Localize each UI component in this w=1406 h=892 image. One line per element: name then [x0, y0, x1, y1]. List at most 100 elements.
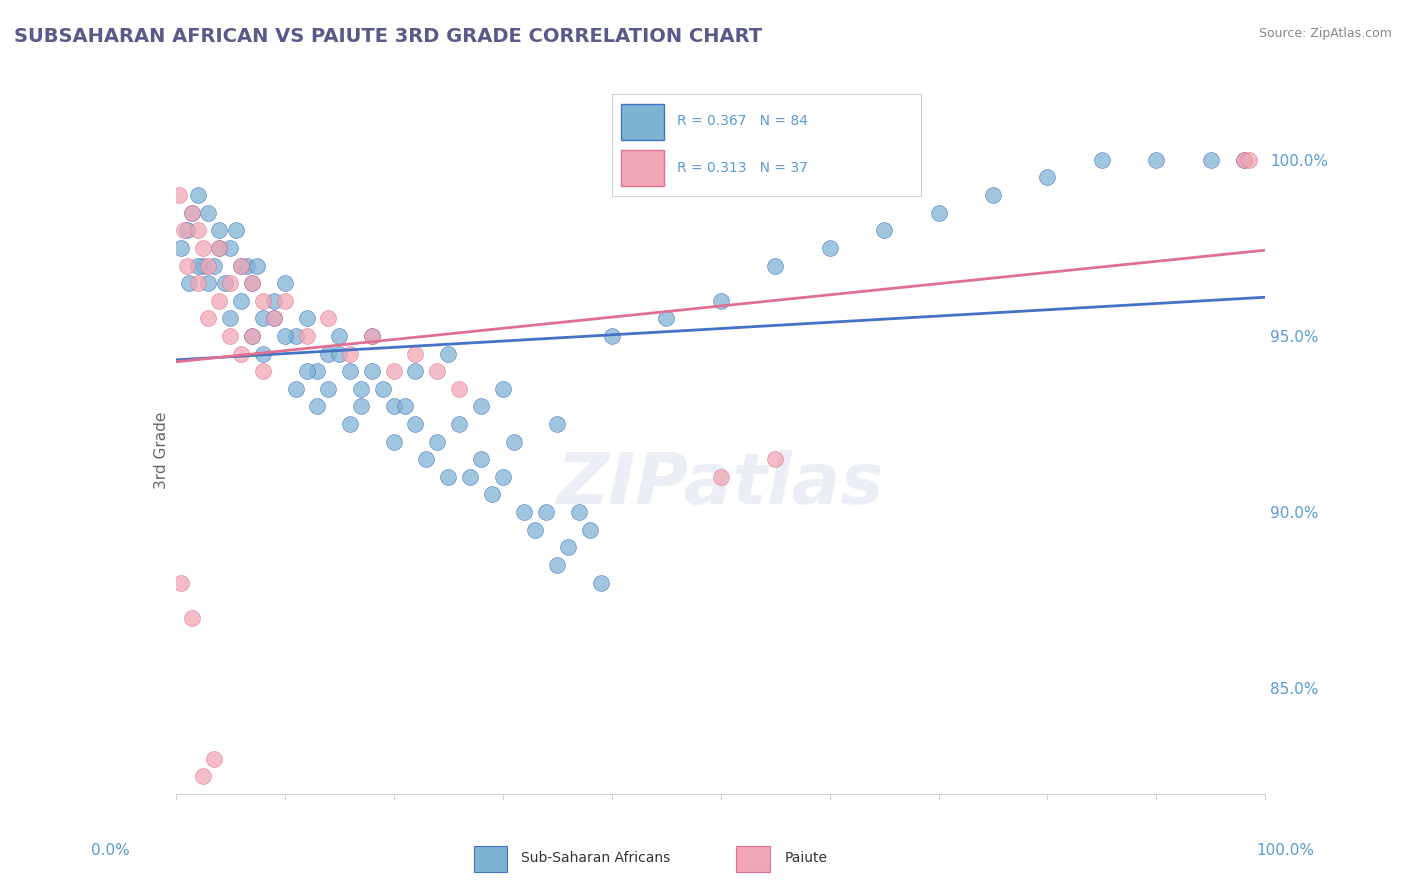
Point — [173, 223, 195, 237]
Point — [240, 329, 263, 343]
Point — [219, 276, 242, 290]
Point — [350, 382, 373, 396]
Point — [274, 329, 297, 343]
Point — [274, 293, 297, 308]
Text: Source: ZipAtlas.com: Source: ZipAtlas.com — [1258, 27, 1392, 40]
Point — [318, 382, 340, 396]
Point — [524, 523, 547, 537]
Point — [170, 241, 193, 255]
Point — [1091, 153, 1114, 167]
Point — [382, 434, 405, 449]
Point — [186, 223, 209, 237]
Point — [295, 329, 318, 343]
Point — [339, 417, 361, 431]
Point — [415, 452, 437, 467]
FancyBboxPatch shape — [621, 150, 664, 186]
Point — [176, 259, 198, 273]
Point — [361, 364, 384, 378]
Point — [167, 188, 190, 202]
Point — [1233, 153, 1256, 167]
Point — [318, 346, 340, 360]
Point — [197, 311, 219, 326]
Point — [186, 259, 209, 273]
Point — [394, 400, 416, 414]
Point — [176, 223, 198, 237]
Point — [534, 505, 557, 519]
Point — [252, 346, 274, 360]
Point — [295, 311, 318, 326]
Point — [546, 558, 568, 572]
Point — [1237, 153, 1260, 167]
Point — [295, 364, 318, 378]
Point — [307, 400, 329, 414]
Point — [339, 364, 361, 378]
Point — [240, 276, 263, 290]
Point — [339, 346, 361, 360]
Text: SUBSAHARAN AFRICAN VS PAIUTE 3RD GRADE CORRELATION CHART: SUBSAHARAN AFRICAN VS PAIUTE 3RD GRADE C… — [14, 27, 762, 45]
Point — [328, 329, 350, 343]
Point — [361, 329, 384, 343]
Point — [1233, 153, 1256, 167]
Point — [382, 364, 405, 378]
Point — [710, 470, 733, 484]
Point — [231, 259, 253, 273]
Point — [513, 505, 536, 519]
Point — [492, 382, 515, 396]
Point — [225, 223, 247, 237]
Point — [197, 259, 219, 273]
Point — [208, 241, 231, 255]
Point — [481, 487, 503, 501]
Point — [405, 346, 427, 360]
Point — [202, 259, 225, 273]
Point — [181, 205, 204, 219]
Point — [502, 434, 524, 449]
FancyBboxPatch shape — [737, 846, 770, 872]
Point — [405, 364, 427, 378]
Point — [818, 241, 841, 255]
Point — [202, 752, 225, 766]
Point — [235, 259, 257, 273]
Point — [1146, 153, 1168, 167]
Point — [568, 505, 591, 519]
Point — [219, 329, 242, 343]
Y-axis label: 3rd Grade: 3rd Grade — [153, 412, 169, 489]
Point — [328, 346, 350, 360]
Point — [274, 276, 297, 290]
Point — [763, 259, 786, 273]
Text: R = 0.313   N = 37: R = 0.313 N = 37 — [676, 161, 807, 175]
Point — [170, 575, 193, 590]
Point — [873, 223, 896, 237]
Text: Paiute: Paiute — [785, 851, 827, 865]
Point — [318, 311, 340, 326]
Point — [231, 293, 253, 308]
Point — [361, 329, 384, 343]
Point — [186, 188, 209, 202]
Point — [447, 417, 470, 431]
Point — [928, 205, 950, 219]
Point — [579, 523, 602, 537]
Point — [307, 364, 329, 378]
Point — [557, 541, 579, 555]
Point — [240, 329, 263, 343]
Point — [191, 769, 214, 783]
Point — [197, 205, 219, 219]
Point — [589, 575, 612, 590]
FancyBboxPatch shape — [474, 846, 508, 872]
Point — [252, 364, 274, 378]
Point — [763, 452, 786, 467]
Point — [231, 259, 253, 273]
Point — [458, 470, 481, 484]
Point — [546, 417, 568, 431]
Point — [181, 205, 204, 219]
Point — [219, 311, 242, 326]
Point — [284, 329, 307, 343]
Point — [208, 223, 231, 237]
Point — [1199, 153, 1222, 167]
Point — [437, 470, 460, 484]
Point — [246, 259, 269, 273]
Point — [263, 311, 285, 326]
Point — [600, 329, 623, 343]
Point — [263, 311, 285, 326]
Point — [447, 382, 470, 396]
Point — [492, 470, 515, 484]
